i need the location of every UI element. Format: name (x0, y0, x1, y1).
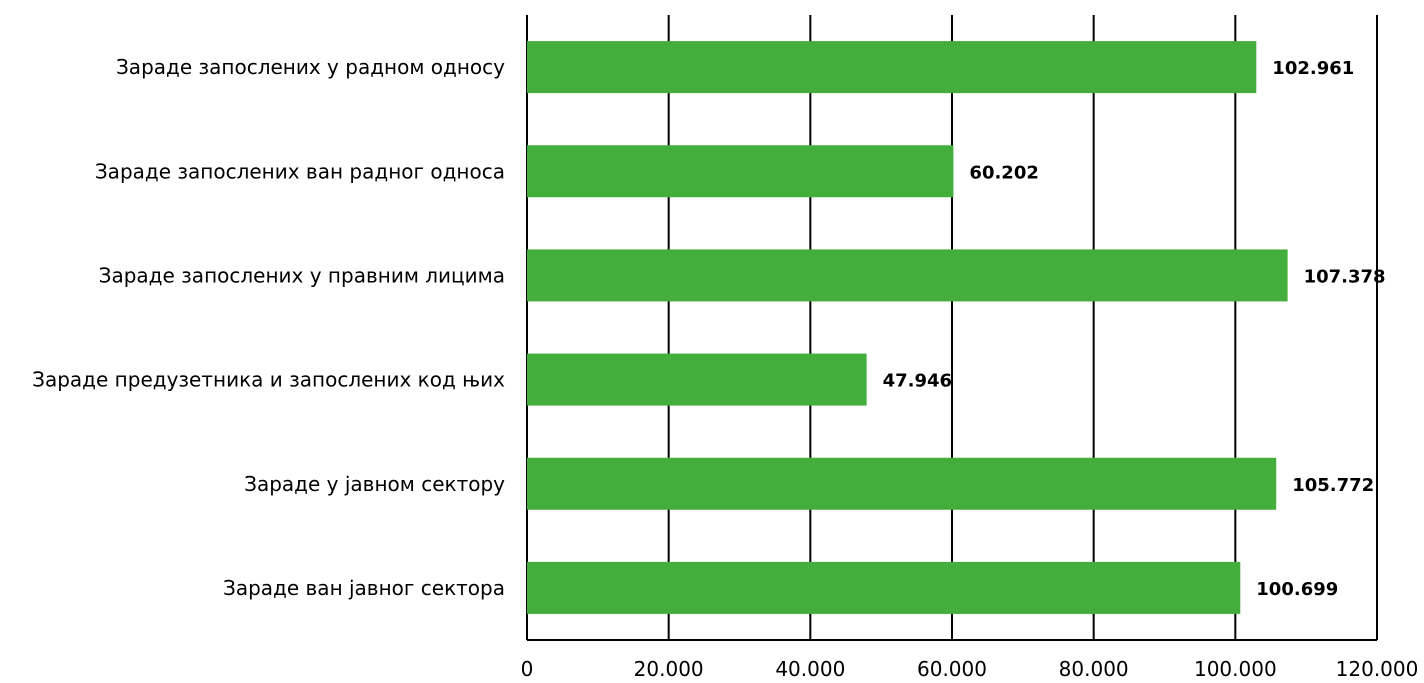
category-label: Зараде предузетника и запослених код њих (32, 368, 505, 392)
bar (527, 249, 1288, 302)
grid-layer (526, 15, 1378, 640)
bar (527, 41, 1257, 94)
x-tick-label: 40.000 (775, 657, 845, 678)
x-tick-label: 100.000 (1194, 657, 1277, 678)
x-tick-label: 120.000 (1336, 657, 1419, 678)
category-label: Зараде запослених у правним лицима (99, 263, 505, 287)
x-tick-label: 0 (521, 657, 534, 678)
bar (527, 457, 1277, 510)
value-label: 47.946 (883, 371, 952, 392)
label-layer: 0 20.000 40.000 60.000 80.000 100.000 120.000 З… (32, 55, 1419, 681)
value-label: 60.202 (969, 162, 1038, 183)
value-label: 100.699 (1256, 579, 1338, 600)
category-label: Зараде запослених у радном односу (116, 55, 505, 79)
category-label: Зараде у јавном сектору (244, 472, 505, 496)
value-label: 102.961 (1272, 58, 1354, 79)
x-tick-label: 20.000 (634, 657, 704, 678)
category-label: Зараде ван јавног сектора (223, 576, 505, 600)
x-tick-label: 80.000 (1059, 657, 1129, 678)
bar (527, 145, 954, 198)
category-label: Зараде запослених ван радног односа (95, 159, 505, 183)
value-label: 105.772 (1292, 475, 1374, 496)
bar (527, 561, 1241, 614)
bar-layer (527, 41, 1288, 614)
x-tick-label: 60.000 (917, 657, 987, 678)
value-label: 107.378 (1304, 266, 1386, 287)
bar (527, 353, 867, 406)
